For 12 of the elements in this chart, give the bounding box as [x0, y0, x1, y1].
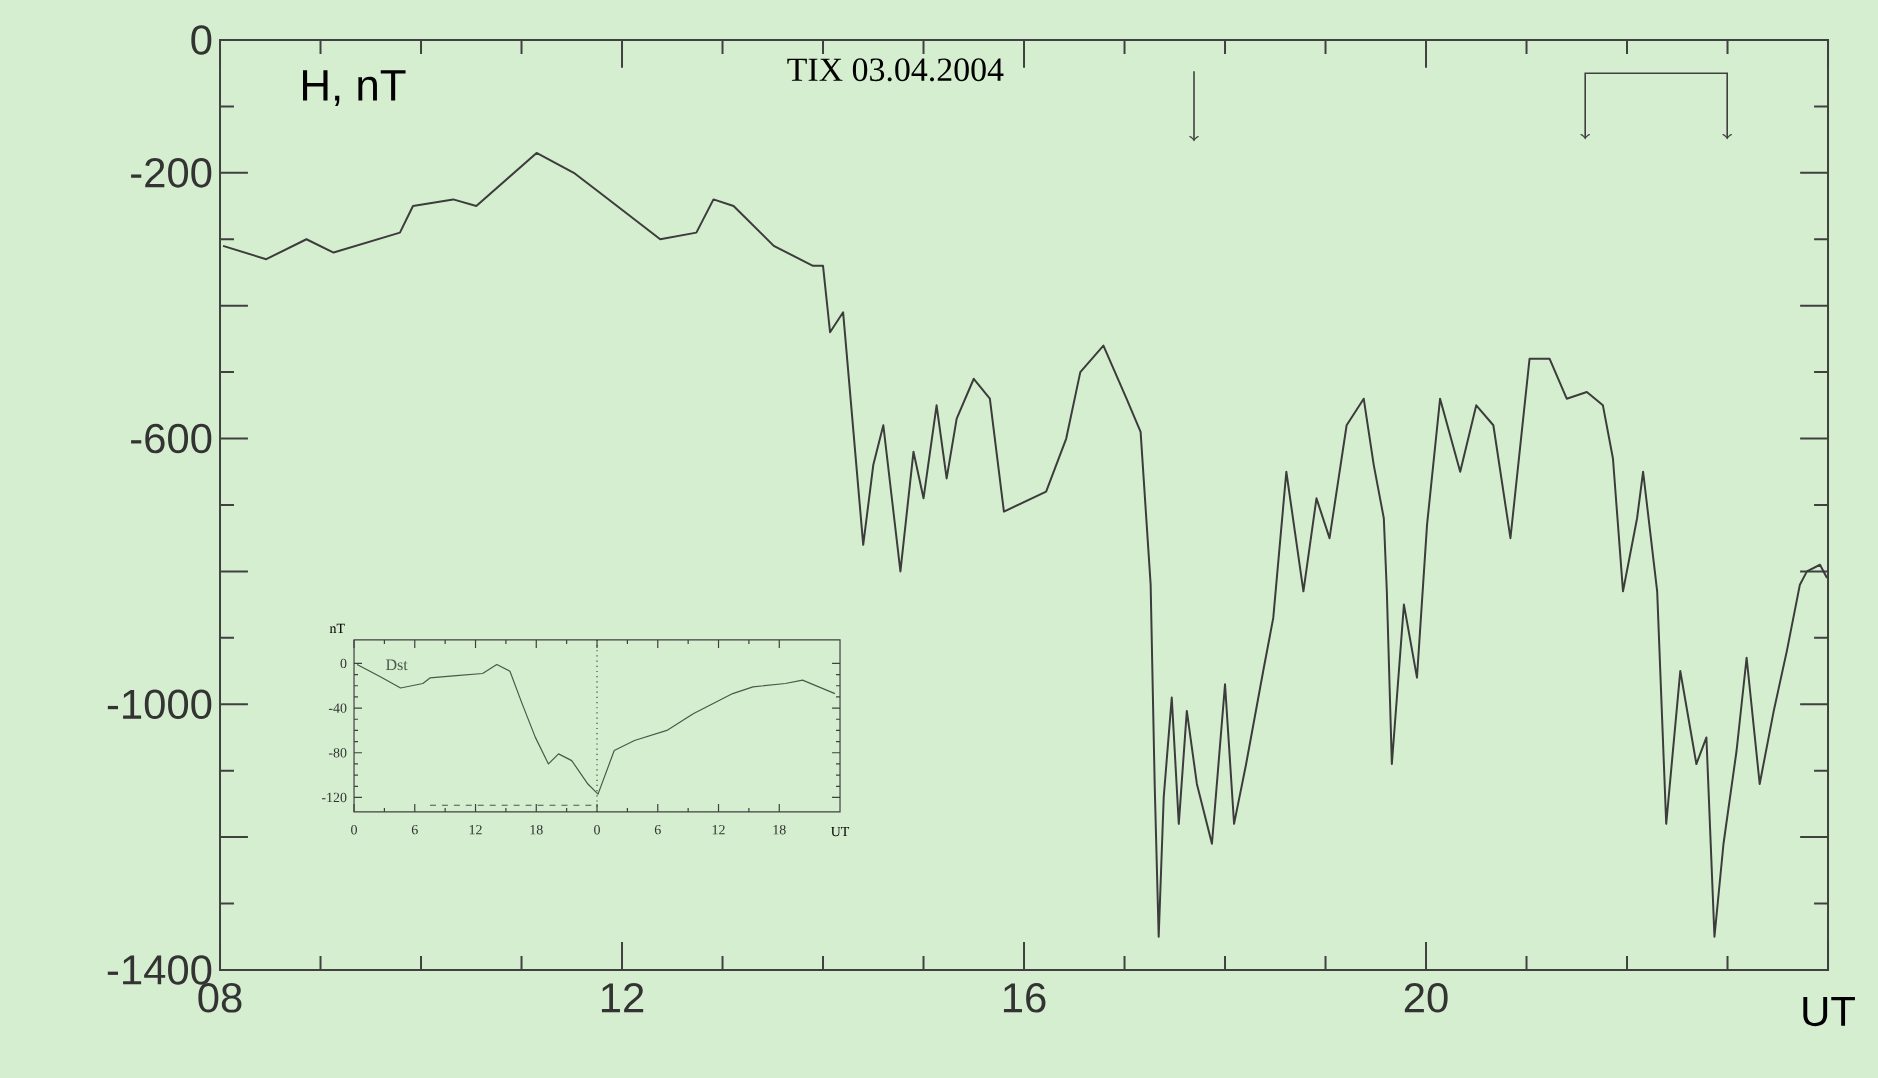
y-tick-label: 0: [191, 25, 212, 55]
y-tick-label: -600: [131, 423, 212, 454]
x-tick-label: 12: [601, 982, 644, 1013]
y-tick-label: -1000: [107, 689, 212, 720]
y-axis-title: H, nT: [303, 70, 406, 106]
x-tick-label: 20: [1404, 982, 1448, 1013]
x-axis-title: UT: [1803, 996, 1855, 1027]
x-tick-label: 16: [1003, 982, 1046, 1013]
y-tick-label: -1400: [107, 955, 212, 985]
chart-title: TIX 03.04.2004: [787, 58, 1004, 82]
y-tick-label: -200: [131, 158, 212, 188]
x-tick-label: 08: [198, 982, 242, 1013]
